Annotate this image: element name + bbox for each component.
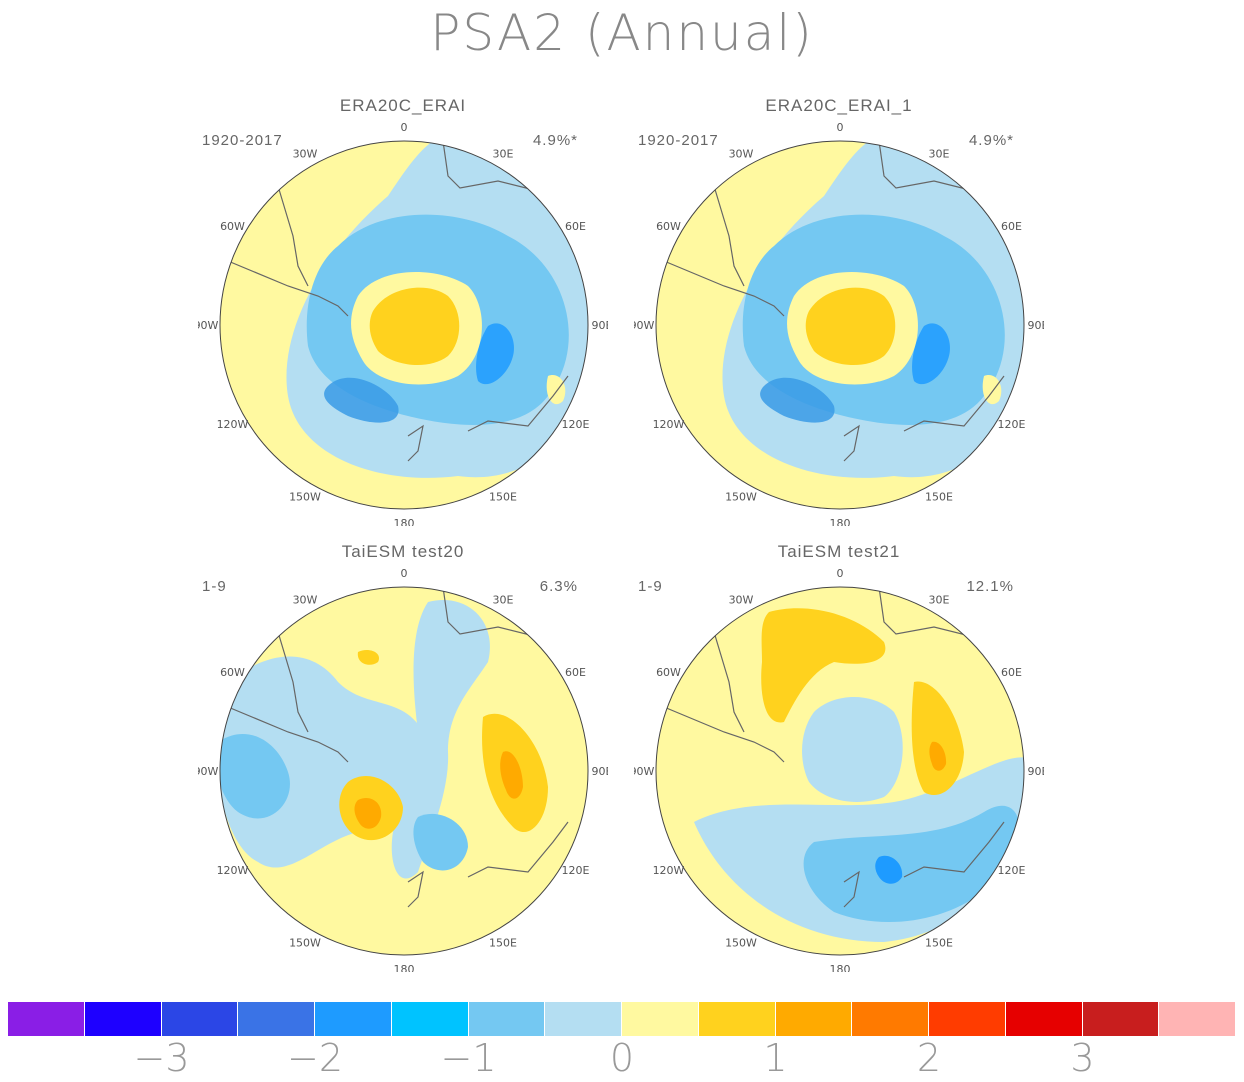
longitude-label: 150W: [289, 937, 321, 950]
longitude-label: 150E: [489, 491, 517, 504]
colorbar-cell: [315, 1002, 392, 1036]
colorbar-cell: [1159, 1002, 1236, 1036]
longitude-label: 30W: [729, 148, 754, 161]
longitude-label: 90E: [592, 319, 608, 332]
longitude-label: 60W: [656, 666, 681, 679]
colorbar-cell: [1005, 1002, 1083, 1036]
colorbar: [8, 1002, 1236, 1036]
longitude-label: 60E: [565, 220, 586, 233]
longitude-label: 150W: [725, 491, 757, 504]
longitude-label: 120E: [998, 418, 1026, 431]
panel-title: ERA20C_ERAI: [339, 96, 467, 115]
longitude-label: 120E: [562, 418, 590, 431]
panel-variance-percent: 4.9%*: [532, 132, 578, 149]
longitude-label: 120W: [217, 864, 249, 877]
longitude-label: 60W: [220, 220, 245, 233]
colorbar-cell: [8, 1002, 85, 1036]
colorbar-tick-label: 1: [763, 1036, 788, 1080]
map-panel-taiesm-test21: TaiESM test21 1-9 12.1% 0 30E 60E 90E 120E 15…: [634, 542, 1044, 972]
map-panel-era20c-erai: ERA20C_ERAI 1920-2017 4.9%* 0 30E 60E 90E 12…: [198, 96, 608, 526]
longitude-label: 90E: [1028, 319, 1044, 332]
colorbar-cell: [545, 1002, 622, 1036]
figure-title: PSA2 (Annual): [430, 4, 814, 62]
colorbar-cell: [84, 1002, 162, 1036]
panel-variance-percent: 6.3%: [539, 578, 578, 595]
colorbar-tick-label: 2: [916, 1036, 942, 1080]
longitude-label: 120W: [217, 418, 249, 431]
panel-period: 1-9: [202, 578, 227, 595]
colorbar-cell: [161, 1002, 239, 1036]
longitude-label: 30W: [293, 148, 318, 161]
longitude-label: 30W: [729, 594, 754, 607]
longitude-label: 120E: [562, 864, 590, 877]
longitude-label: 0: [837, 121, 844, 134]
longitude-label: 30E: [493, 148, 514, 161]
longitude-label: 0: [837, 567, 844, 580]
longitude-label: 120W: [653, 864, 685, 877]
panel-period: 1920-2017: [202, 132, 283, 149]
colorbar-cell: [468, 1002, 546, 1036]
longitude-label: 90W: [634, 765, 655, 778]
colorbar-tick-label: 3: [1070, 1036, 1095, 1080]
longitude-label: 60E: [1001, 666, 1022, 679]
longitude-label: 0: [401, 567, 408, 580]
longitude-label: 90W: [198, 765, 219, 778]
longitude-label: 30E: [493, 594, 514, 607]
polar-map: 0 30E 60E 90E 120E 150E 180 150W 120W 90W 60W 30W: [634, 567, 1044, 972]
longitude-label: 30E: [929, 148, 950, 161]
panel-title: TaiESM test20: [341, 542, 465, 561]
longitude-label: 150E: [925, 937, 953, 950]
colorbar-tick-label: −2: [286, 1036, 344, 1080]
panel-variance-percent: 12.1%: [966, 578, 1014, 595]
colorbar-cell: [391, 1002, 469, 1036]
longitude-label: 90W: [198, 319, 219, 332]
colorbar-cell: [698, 1002, 776, 1036]
longitude-label: 150E: [489, 937, 517, 950]
colorbar-cell: [775, 1002, 853, 1036]
map-panel-taiesm-test20: TaiESM test20 1-9 6.3% 0 30E 60E 90E 120E 150…: [198, 542, 608, 972]
longitude-label: 90W: [634, 319, 655, 332]
longitude-label: 60W: [220, 666, 245, 679]
longitude-label: 90E: [592, 765, 608, 778]
longitude-label: 30E: [929, 594, 950, 607]
longitude-label: 60E: [1001, 220, 1022, 233]
panel-variance-percent: 4.9%*: [968, 132, 1014, 149]
map-panel-era20c-erai-1: ERA20C_ERAI_1 1920-2017 4.9%* 0 30E 60E 90E…: [634, 96, 1044, 526]
colorbar-tick-label: −1: [440, 1036, 497, 1080]
longitude-label: 90E: [1028, 765, 1044, 778]
panel-title: TaiESM test21: [777, 542, 901, 561]
panel-period: 1920-2017: [638, 132, 719, 149]
colorbar-cell: [622, 1002, 699, 1036]
longitude-label: 180: [830, 517, 851, 526]
colorbar-cell: [238, 1002, 315, 1036]
colorbar-tick-label: 0: [609, 1036, 635, 1080]
colorbar-tick-label: −3: [133, 1036, 190, 1080]
longitude-label: 150W: [289, 491, 321, 504]
colorbar-labels: −3 −2 −1 0 1 2 3: [8, 1036, 1236, 1082]
polar-map: 0 30E 60E 90E 120E 150E 180 150W 120W 90W 60W 30W: [198, 567, 608, 972]
longitude-label: 150E: [925, 491, 953, 504]
panel-title: ERA20C_ERAI_1: [765, 96, 913, 115]
longitude-label: 180: [394, 517, 415, 526]
longitude-label: 120W: [653, 418, 685, 431]
colorbar-cell: [1082, 1002, 1160, 1036]
longitude-label: 120E: [998, 864, 1026, 877]
longitude-label: 180: [830, 963, 851, 972]
longitude-label: 60E: [565, 666, 586, 679]
longitude-label: 60W: [656, 220, 681, 233]
panel-period: 1-9: [638, 578, 663, 595]
colorbar-cell: [929, 1002, 1006, 1036]
colorbar-cell: [852, 1002, 929, 1036]
polar-map: 0 30E 60E 90E 120E 150E 180 150W 120W 90W 60W 30W: [634, 121, 1044, 526]
longitude-label: 30W: [293, 594, 318, 607]
longitude-label: 150W: [725, 937, 757, 950]
longitude-label: 0: [401, 121, 408, 134]
polar-map: 0 30E 60E 90E 120E 150E 180 150W 120W 90W 60W 30W: [198, 121, 608, 526]
longitude-label: 180: [394, 963, 415, 972]
